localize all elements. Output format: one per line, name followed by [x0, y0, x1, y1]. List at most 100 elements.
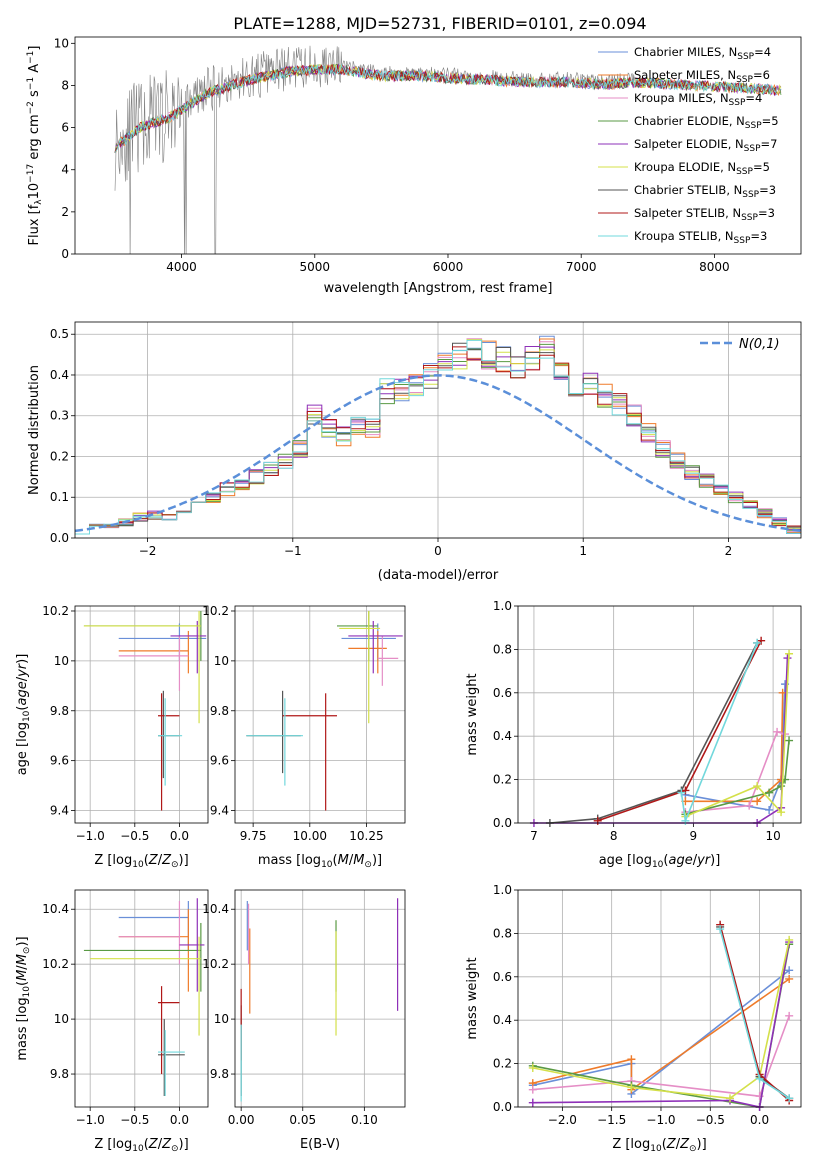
x-tick-label: 8000: [699, 260, 730, 274]
y-tick-label: 10: [54, 654, 69, 668]
x-tick-label: −1.5: [597, 1113, 626, 1127]
axis-label: mass [log10(M/M⊙)]: [258, 853, 382, 870]
x-tick-label: 0: [434, 544, 442, 558]
legend-label: N(0,1): [739, 337, 780, 352]
y-tick-label: 0: [61, 247, 69, 261]
y-tick-label: 0.0: [493, 1100, 512, 1114]
y-tick-label: 10.2: [42, 957, 69, 971]
weight-line-chabrier_stelib: [549, 642, 758, 824]
x-tick-label: 9: [690, 829, 698, 843]
axes-frame: [234, 605, 406, 824]
y-tick-label: 9.8: [50, 704, 69, 718]
weight-marker-salpeter_elodie: [528, 1098, 537, 1107]
weight-line-kroupa_miles: [685, 730, 786, 813]
weight-marker-chabrier_elodie: [765, 788, 774, 797]
x-tick-label: −0.5: [696, 1113, 725, 1127]
weight-marker-kroupa_stelib: [753, 638, 762, 647]
y-tick-label: 9.6: [210, 754, 229, 768]
axis-label: Z [log10(Z/Z⊙)]: [94, 853, 188, 870]
weight-marker-kroupa_miles: [785, 1011, 794, 1020]
weight-line-kroupa_elodie: [685, 653, 790, 818]
legend-label: Salpeter ELODIE, NSSP=7: [634, 137, 777, 154]
axes-frame: [234, 889, 406, 1108]
weight-line-chabrier_miles: [685, 684, 786, 811]
chart-spectrum: 4000 5000 6000 7000 8000 0 2 4 6 8 10 Chabrier MILE…: [26, 36, 802, 296]
weight-marker-kroupa_elodie: [785, 649, 794, 658]
x-tick-label: 10: [765, 829, 780, 843]
weight-marker-salpeter_miles: [785, 974, 794, 983]
x-tick-label: 10.25: [349, 829, 383, 843]
y-tick-label: 10.2: [202, 604, 229, 618]
x-tick-label: −0.5: [120, 1113, 149, 1127]
y-tick-label: 6: [61, 121, 69, 135]
y-tick-label: 0.3: [50, 409, 69, 423]
y-tick-label: 0.6: [493, 686, 512, 700]
x-tick-label: 4000: [166, 260, 197, 274]
x-tick-label: 0.10: [351, 1113, 378, 1127]
hist-step-kroupa_stelib: [75, 339, 801, 535]
weight-marker-kroupa_stelib: [755, 1074, 764, 1083]
axes-frame: [74, 889, 209, 1108]
y-axis-label: mass weight: [465, 673, 480, 755]
figure-title: PLATE=1288, MJD=52731, FIBERID=0101, z=0…: [233, 14, 646, 33]
x-tick-label: −1: [284, 544, 302, 558]
legend-label: Salpeter STELIB, NSSP=3: [634, 206, 775, 223]
weight-marker-kroupa_miles: [528, 1085, 537, 1094]
chart-weight_vs_Z: −2.0 −1.5 −1.0 −0.5 0.0 0.0 0.2 0.4 0.6 0.8 1.0 Z […: [465, 883, 802, 1154]
weight-marker-salpeter_miles: [753, 797, 762, 806]
weight-line-salpeter_miles: [532, 978, 790, 1092]
y-tick-label: 1.0: [493, 883, 512, 897]
y-tick-label: 9.8: [50, 1067, 69, 1081]
weight-line-kroupa_miles: [532, 1015, 790, 1098]
weight-line-salpeter_elodie: [532, 941, 790, 1108]
axes-frame: [517, 889, 802, 1108]
y-tick-label: 10.4: [42, 902, 69, 916]
axis-label: age [log10(age/yr)]: [15, 654, 32, 776]
weight-marker-kroupa_elodie: [528, 1063, 537, 1072]
axes-frame: [74, 605, 209, 824]
weight-marker-chabrier_miles: [785, 966, 794, 975]
x-tick-label: −2.0: [548, 1113, 577, 1127]
y-tick-label: 0.8: [493, 926, 512, 940]
legend-label: Chabrier ELODIE, NSSP=5: [634, 114, 779, 131]
axis-label: age [log10(age/yr)]: [599, 853, 721, 870]
y-axis-label: Flux [fλ10−17 erg cm−2 s−1 A−1]: [26, 46, 44, 246]
y-tick-label: 9.4: [50, 804, 69, 818]
legend-label: Chabrier MILES, NSSP=4: [634, 45, 771, 62]
y-tick-label: 10.2: [42, 604, 69, 618]
weight-marker-chabrier_elodie: [777, 782, 786, 791]
y-tick-label: 0.4: [493, 1013, 512, 1027]
weight-marker-kroupa_stelib: [677, 788, 686, 797]
y-tick-label: 0.8: [493, 642, 512, 656]
y-tick-label: 10: [54, 1012, 69, 1026]
chart-mass_vs_Z: −1.0 −0.5 0.0 9.8 10 10.2 10.4 Z [log10(Z/Z⊙)] m…: [15, 889, 209, 1154]
y-tick-label: 0.0: [493, 816, 512, 830]
errorbar-points: [83, 898, 205, 1097]
x-tick-label: 1: [579, 544, 587, 558]
x-tick-label: 0.0: [170, 829, 189, 843]
legend-label: Kroupa MILES, NSSP=4: [634, 91, 762, 108]
legend: Chabrier MILES, NSSP=4 Salpeter MILES, NS…: [598, 45, 779, 246]
errorbar-points: [240, 898, 399, 1102]
x-tick-label: 9.75: [240, 829, 267, 843]
axis-label: mass [log10(M/M⊙)]: [15, 936, 32, 1060]
axes-frame: [74, 321, 802, 539]
weight-marker-salpeter_stelib: [593, 816, 602, 825]
y-tick-label: 8: [61, 78, 69, 92]
weight-marker-kroupa_stelib: [716, 925, 725, 934]
weight-marker-kroupa_miles: [745, 801, 754, 810]
y-tick-label: 9.4: [210, 804, 229, 818]
y-tick-label: 0.4: [50, 368, 69, 382]
x-tick-label: 2: [725, 544, 733, 558]
chart-age_vs_Z: −1.0 −0.5 0.0 9.4 9.6 9.8 10 10.2 Z [log10(Z/Z⊙)…: [15, 604, 209, 870]
x-axis-label: E(B-V): [300, 1137, 340, 1152]
y-tick-label: 9.8: [210, 704, 229, 718]
y-tick-label: 0.4: [493, 729, 512, 743]
weight-marker-kroupa_elodie: [753, 782, 762, 791]
x-tick-label: −1.0: [76, 829, 105, 843]
y-tick-label: 10: [214, 654, 229, 668]
chart-age_vs_mass: 9.75 10.00 10.25 9.4 9.6 9.8 10 10.2 mass [log10…: [202, 604, 406, 870]
y-tick-label: 0.2: [493, 773, 512, 787]
axis-label: Z [log10(Z/Z⊙)]: [612, 1137, 706, 1154]
y-tick-label: 0.0: [50, 531, 69, 545]
